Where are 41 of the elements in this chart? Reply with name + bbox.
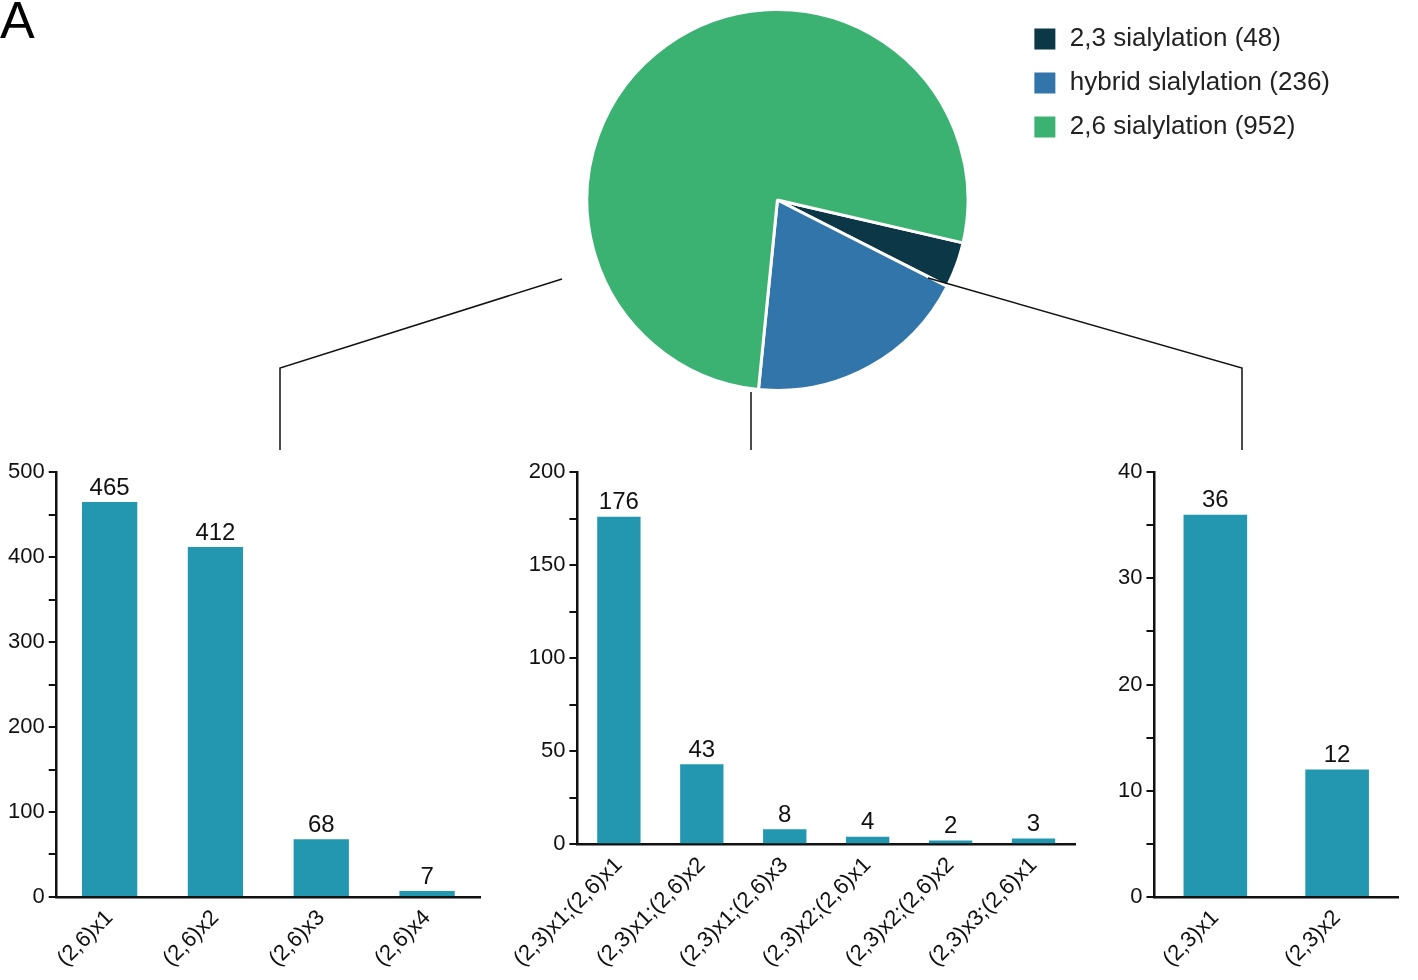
legend-label: hybrid sialylation (236) (1069, 66, 1331, 97)
bar (680, 764, 724, 844)
y-tick-label: 30 (1117, 564, 1143, 590)
data-label: 7 (420, 861, 434, 889)
data-label: 465 (89, 472, 130, 500)
y-tick-label: 400 (7, 543, 45, 569)
bar (81, 501, 138, 896)
y-tick-label: 40 (1117, 458, 1143, 484)
y-tick-label: 150 (528, 551, 566, 577)
data-label: 4 (860, 807, 875, 835)
y-tick-label: 0 (1130, 882, 1143, 908)
data-label: 412 (195, 517, 236, 545)
y-tick-label: 100 (7, 798, 45, 824)
y-tick-label: 100 (528, 644, 566, 670)
y-tick-label: 0 (32, 882, 45, 908)
bar (763, 829, 807, 844)
bar (597, 516, 641, 844)
y-tick-label: 200 (7, 713, 45, 739)
y-tick-label: 300 (7, 628, 45, 654)
data-label: 2 (943, 811, 958, 839)
text: A (0, 0, 35, 50)
data-label: 3 (1026, 809, 1041, 837)
bar (293, 839, 349, 896)
data-label: 43 (688, 734, 716, 762)
bar (187, 546, 244, 896)
y-tick-label: 500 (7, 458, 45, 484)
y-tick-label: 200 (528, 458, 566, 484)
bar (846, 836, 890, 844)
data-label: 36 (1202, 485, 1229, 513)
bar (928, 840, 973, 844)
data-label: 68 (307, 809, 335, 837)
y-tick-label: 0 (553, 830, 566, 856)
legend-label: 2,6 sialylation (952) (1069, 110, 1296, 141)
bar (399, 890, 455, 896)
y-tick-label: 10 (1117, 776, 1143, 802)
y-tick-label: 50 (540, 737, 566, 763)
data-label: 176 (598, 487, 639, 515)
data-label: 8 (778, 799, 792, 827)
data-label: 12 (1323, 740, 1351, 768)
legend-label: 2,3 sialylation (48) (1069, 22, 1281, 53)
y-tick-label: 20 (1117, 670, 1143, 696)
